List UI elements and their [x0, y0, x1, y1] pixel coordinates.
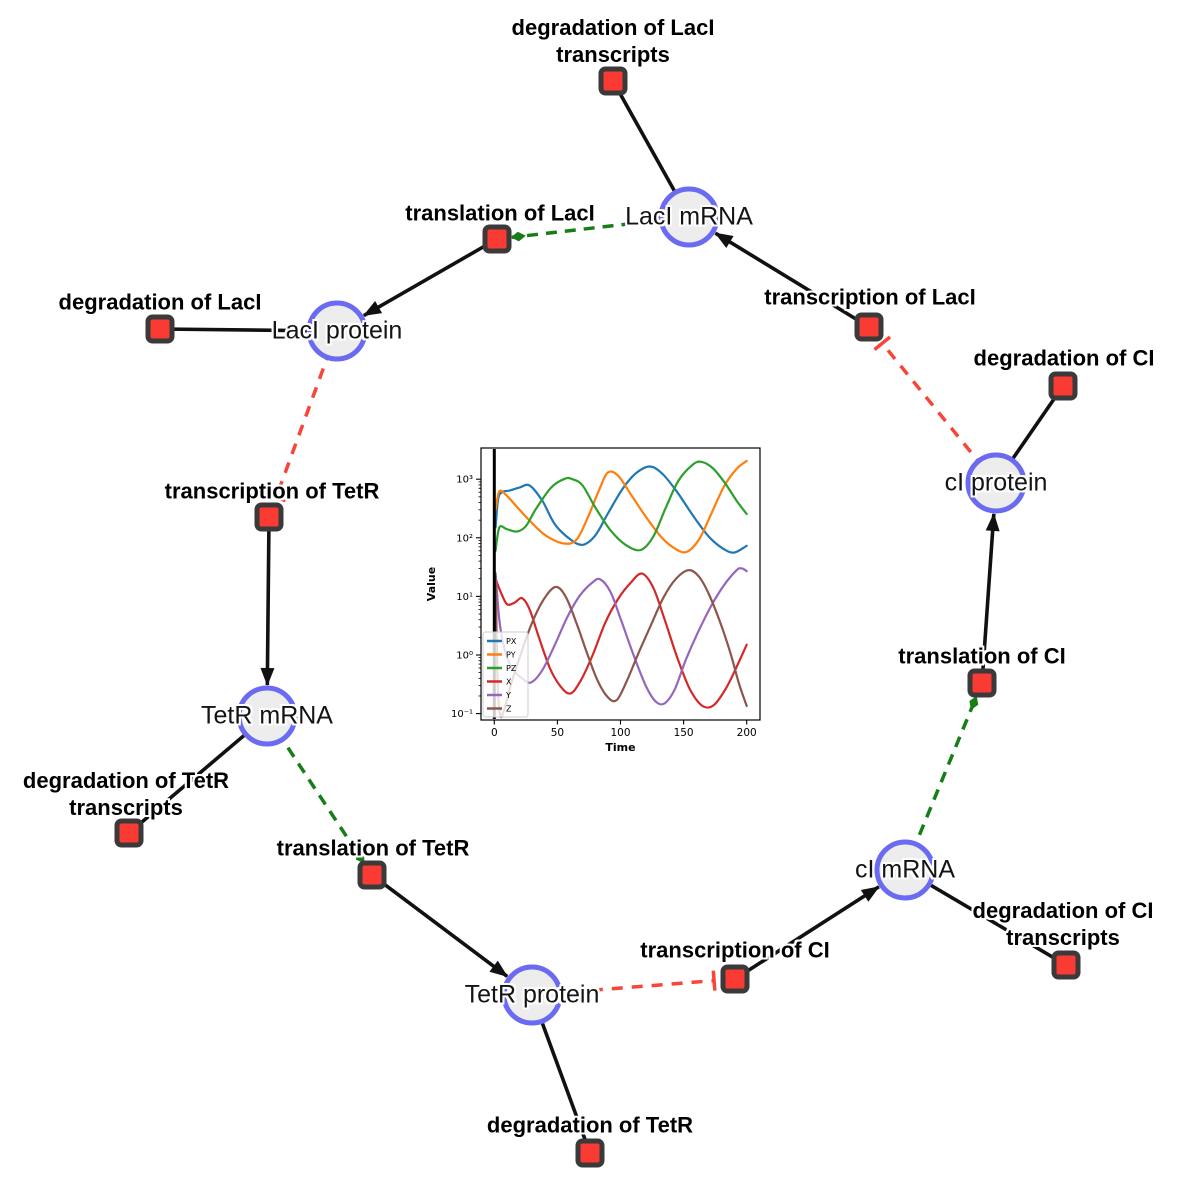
y-tick-label: 10¹ [456, 592, 473, 603]
x-axis-label: Time [605, 741, 635, 754]
reaction-label-line: degradation of TetR [486, 1112, 694, 1138]
species-label-tetr-protein: TetR protein [464, 980, 600, 1009]
reaction-node-deg-ci-transcripts [1051, 950, 1081, 980]
legend-label: PY [506, 651, 516, 660]
reaction-label-deg-laci-transcripts: degradation of LacI transcripts [512, 14, 715, 68]
species-label-laci-mrna: LacI mRNA [625, 202, 753, 231]
timeseries-inset-chart: 10⁻¹ 10⁰ 10¹ 10² 10³ 0 50 100 150 200 Time Value PX P… [425, 435, 775, 767]
reaction-node-deg-tetr [575, 1138, 605, 1168]
reaction-label-transc-tetr: transcription of TetR [165, 478, 380, 505]
reaction-node-deg-laci-transcripts [598, 66, 628, 96]
reaction-label-line: degradation of LacI [58, 289, 262, 315]
reaction-label-deg-ci-transcripts: degradation of CI transcripts [973, 897, 1154, 951]
chart-legend: PX PY PZ XYZ [482, 631, 529, 718]
edge-arrow-transl-ci-to-ci-protein [980, 512, 1000, 684]
reaction-label-deg-ci: degradation of CI [974, 345, 1155, 372]
x-tick-label: 50 [551, 727, 564, 739]
legend-label: PX [506, 637, 517, 646]
reaction-node-transl-ci [967, 668, 997, 698]
reaction-node-deg-tetr-transcripts [114, 818, 144, 848]
species-node-ci-protein [965, 452, 1027, 514]
legend-label: X [506, 678, 512, 687]
species-label-ci-mrna: cI mRNA [855, 855, 955, 884]
x-tick-label: 200 [737, 727, 757, 739]
reaction-node-deg-ci [1048, 371, 1078, 401]
chart-background [425, 435, 775, 767]
species-node-laci-protein [306, 300, 368, 362]
reaction-label-line: degradation of TetR [22, 768, 230, 793]
reaction-node-transc-tetr [254, 502, 284, 532]
reaction-label-line: translation of CI [898, 643, 1066, 669]
reaction-label-line: degradation of LacI [511, 15, 715, 40]
legend-label: Y [505, 691, 511, 700]
reaction-label-line: transcription of CI [640, 937, 830, 963]
reaction-node-transc-laci [854, 312, 884, 342]
edge-modifier-ci-mrna-to-transl-ci [903, 695, 979, 871]
reaction-label-transc-laci: transcription of LacI [764, 284, 975, 311]
edge-arrow-transc-ci-to-ci-mrna [734, 885, 880, 981]
reaction-label-line: transcripts [1006, 925, 1120, 950]
reaction-label-line: transcription of TetR [164, 478, 380, 504]
y-tick-label: 10³ [456, 475, 473, 486]
edge-line-ci-mrna-to-deg-ci-transcripts [904, 868, 1067, 967]
reaction-label-line: translation of LacI [405, 200, 595, 226]
legend-label: Z [506, 705, 512, 714]
reaction-label-transl-laci: translation of LacI [405, 200, 594, 227]
species-label-ci-protein: cI protein [944, 468, 1048, 497]
species-label-laci-protein: LacI protein [271, 316, 403, 345]
species-node-tetr-mrna [236, 685, 298, 747]
edge-arrow-transl-laci-to-laci-protein [362, 237, 498, 318]
reaction-label-deg-tetr: degradation of TetR [487, 1112, 693, 1139]
reaction-label-deg-tetr-transcripts: degradation of TetR transcripts [23, 767, 229, 821]
species-label-tetr-mrna: TetR mRNA [201, 701, 333, 730]
reaction-node-transl-tetr [357, 860, 387, 890]
reaction-label-line: degradation of CI [973, 345, 1155, 371]
y-tick-label: 10² [456, 533, 473, 544]
edge-arrow-transc-laci-to-laci-mrna [714, 231, 870, 329]
edge-arrow-transl-tetr-to-tetr-protein [370, 873, 509, 978]
series-curve-X [494, 572, 748, 709]
y-tick-label: 10⁻¹ [451, 709, 473, 720]
legend-label: PZ [506, 664, 517, 673]
reaction-label-transl-tetr: translation of TetR [277, 835, 470, 862]
reaction-label-transc-ci: transcription of CI [640, 937, 829, 964]
y-axis-label: Value [425, 567, 438, 601]
reaction-node-transc-ci [720, 964, 750, 994]
species-node-laci-mrna [658, 186, 720, 248]
reaction-label-line: translation of TetR [276, 835, 470, 861]
reaction-label-line: transcription of LacI [764, 284, 976, 310]
reaction-label-line: transcripts [69, 795, 183, 820]
reaction-label-deg-laci: degradation of LacI [59, 289, 262, 316]
series-curve-PY [494, 459, 748, 554]
axes-spines [480, 447, 761, 721]
y-tick-label: 10⁰ [456, 651, 473, 662]
series-curve-PZ [494, 460, 748, 552]
x-tick-label: 100 [610, 727, 630, 739]
species-node-tetr-protein [501, 964, 563, 1026]
reaction-label-transl-ci: translation of CI [898, 643, 1065, 670]
x-tick-label: 0 [491, 727, 498, 739]
edge-arrow-transc-tetr-to-tetr-mrna [260, 516, 275, 687]
x-tick-label: 150 [674, 727, 694, 739]
reaction-node-deg-laci [145, 314, 175, 344]
species-node-ci-mrna [874, 839, 936, 901]
reaction-label-line: transcripts [556, 42, 670, 67]
series-curve-PX [494, 465, 748, 554]
reaction-label-line: degradation of CI [972, 898, 1154, 923]
reaction-node-transl-laci [482, 224, 512, 254]
